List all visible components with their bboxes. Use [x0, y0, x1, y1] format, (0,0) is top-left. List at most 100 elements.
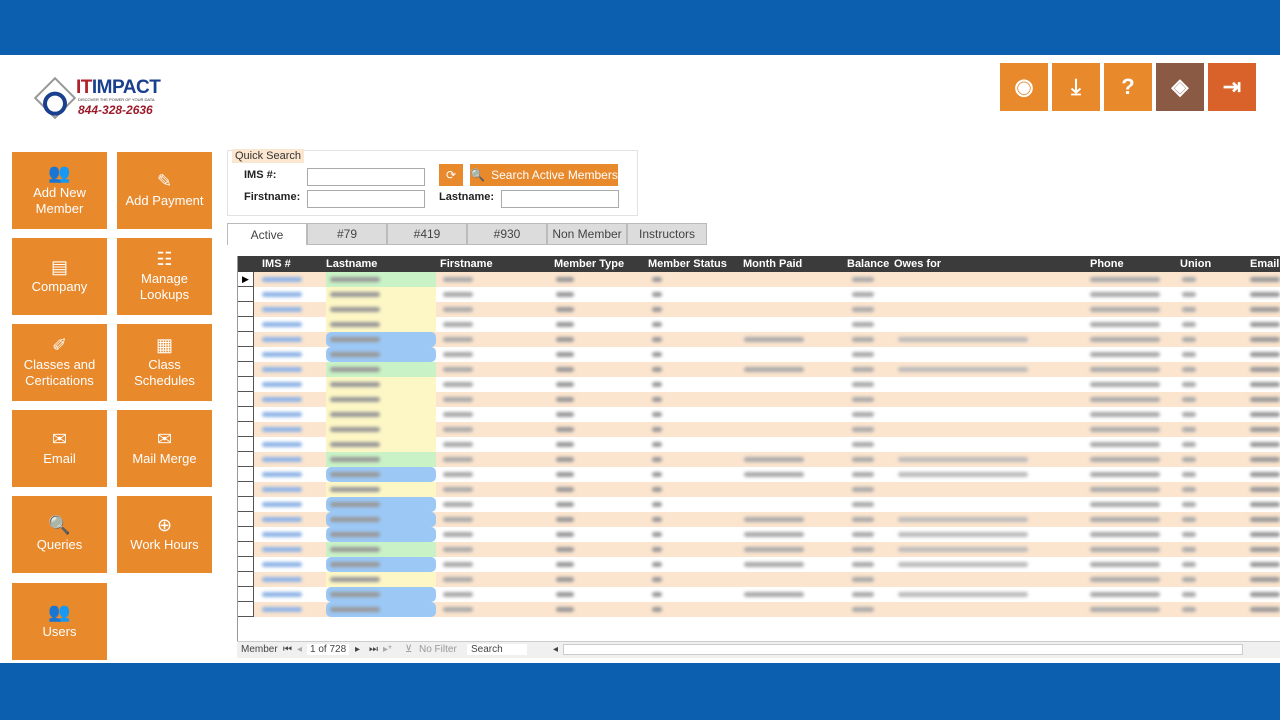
lastname-cell[interactable] [326, 527, 436, 542]
row-selector[interactable] [238, 302, 254, 317]
row-selector[interactable] [238, 422, 254, 437]
table-row[interactable] [238, 467, 1280, 482]
table-row[interactable] [238, 602, 1280, 617]
column-header-month-paid[interactable]: Month Paid [743, 258, 803, 270]
lastname-cell[interactable] [326, 602, 436, 617]
next-record-button[interactable]: ▸ [355, 644, 361, 655]
new-record-button[interactable]: ▸* [383, 644, 392, 655]
row-selector[interactable] [238, 362, 254, 377]
table-row[interactable] [238, 332, 1280, 347]
table-row[interactable] [238, 497, 1280, 512]
reset-button[interactable]: ⟳ [439, 164, 463, 186]
row-selector[interactable] [238, 572, 254, 587]
row-selector[interactable] [238, 452, 254, 467]
row-selector[interactable] [238, 542, 254, 557]
row-selector[interactable] [238, 467, 254, 482]
lastname-cell[interactable] [326, 272, 436, 287]
column-header-member-type[interactable]: Member Type [554, 258, 625, 270]
row-selector[interactable] [238, 602, 254, 617]
last-record-button[interactable]: ⏭ [369, 644, 378, 655]
toolbar-button-download[interactable]: ⤓ [1052, 63, 1100, 111]
column-header-lastname[interactable]: Lastname [326, 258, 378, 270]
row-selector[interactable] [238, 377, 254, 392]
row-selector[interactable] [238, 392, 254, 407]
tile-users[interactable]: 👥 Users [12, 583, 107, 660]
tab-active[interactable]: Active [227, 223, 307, 245]
row-selector[interactable] [238, 482, 254, 497]
row-selector[interactable] [238, 497, 254, 512]
firstname-input[interactable] [307, 190, 425, 208]
column-header-owes-for[interactable]: Owes for [894, 258, 942, 270]
nav-search-input[interactable]: Search [467, 644, 527, 655]
tile-queries[interactable]: 🔍 Queries [12, 496, 107, 573]
lastname-cell[interactable] [326, 287, 436, 302]
column-header-member-status[interactable]: Member Status [648, 258, 727, 270]
tile-add-new-member[interactable]: 👥 Add New Member [12, 152, 107, 229]
table-row[interactable] [238, 362, 1280, 377]
tile-add-payment[interactable]: ✎ Add Payment [117, 152, 212, 229]
prev-record-button[interactable]: ◂ [297, 644, 303, 655]
column-header-email[interactable]: Email [1250, 258, 1280, 270]
tile-company[interactable]: ▤ Company [12, 238, 107, 315]
table-row[interactable] [238, 512, 1280, 527]
no-filter-button[interactable]: No Filter [419, 644, 457, 655]
tile-work-hours[interactable]: ⊕ Work Hours [117, 496, 212, 573]
toolbar-button-exit[interactable]: ⇥ [1208, 63, 1256, 111]
lastname-input[interactable] [501, 190, 619, 208]
table-row[interactable] [238, 377, 1280, 392]
lastname-cell[interactable] [326, 377, 436, 392]
record-position[interactable]: 1 of 728 [307, 644, 350, 655]
search-active-members-button[interactable]: 🔍 Search Active Members [470, 164, 618, 186]
lastname-cell[interactable] [326, 587, 436, 602]
table-row[interactable] [238, 572, 1280, 587]
tile-mail-merge[interactable]: ✉ Mail Merge [117, 410, 212, 487]
row-selector[interactable] [238, 437, 254, 452]
lastname-cell[interactable] [326, 317, 436, 332]
lastname-cell[interactable] [326, 452, 436, 467]
tile-class-schedules[interactable]: ▦ Class Schedules [117, 324, 212, 401]
table-row[interactable] [238, 347, 1280, 362]
tile-classes-and-certications[interactable]: ✐ Classes and Certications [12, 324, 107, 401]
toolbar-button-help-document[interactable]: ? [1104, 63, 1152, 111]
tab-79[interactable]: #79 [307, 223, 387, 245]
table-row[interactable] [238, 482, 1280, 497]
first-record-button[interactable]: ⏮ [283, 644, 292, 655]
lastname-cell[interactable] [326, 572, 436, 587]
toolbar-button-rss[interactable]: ◉ [1000, 63, 1048, 111]
lastname-cell[interactable] [326, 497, 436, 512]
table-row[interactable]: ▶ [238, 272, 1280, 287]
table-row[interactable] [238, 407, 1280, 422]
tab-nonmember[interactable]: Non Member [547, 223, 627, 245]
table-row[interactable] [238, 542, 1280, 557]
scroll-left-button[interactable]: ◂ [553, 644, 559, 655]
lastname-cell[interactable] [326, 557, 436, 572]
row-selector[interactable] [238, 332, 254, 347]
table-row[interactable] [238, 437, 1280, 452]
lastname-cell[interactable] [326, 392, 436, 407]
column-header-firstname[interactable]: Firstname [440, 258, 493, 270]
tile-manage-lookups[interactable]: ☷ Manage Lookups [117, 238, 212, 315]
row-selector[interactable] [238, 347, 254, 362]
row-selector[interactable] [238, 287, 254, 302]
column-header-phone[interactable]: Phone [1090, 258, 1124, 270]
table-row[interactable] [238, 422, 1280, 437]
table-row[interactable] [238, 302, 1280, 317]
row-selector[interactable] [238, 512, 254, 527]
lastname-cell[interactable] [326, 512, 436, 527]
toolbar-button-itimpact-logo[interactable]: ◈ [1156, 63, 1204, 111]
horizontal-scrollbar[interactable] [563, 644, 1243, 655]
lastname-cell[interactable] [326, 332, 436, 347]
table-row[interactable] [238, 452, 1280, 467]
tab-instructors[interactable]: Instructors [627, 223, 707, 245]
table-row[interactable] [238, 587, 1280, 602]
row-selector[interactable]: ▶ [238, 272, 254, 287]
tab-419[interactable]: #419 [387, 223, 467, 245]
row-selector[interactable] [238, 407, 254, 422]
lastname-cell[interactable] [326, 482, 436, 497]
lastname-cell[interactable] [326, 347, 436, 362]
table-row[interactable] [238, 527, 1280, 542]
lastname-cell[interactable] [326, 437, 436, 452]
table-row[interactable] [238, 287, 1280, 302]
table-row[interactable] [238, 317, 1280, 332]
column-header-balance[interactable]: Balance [847, 258, 890, 270]
